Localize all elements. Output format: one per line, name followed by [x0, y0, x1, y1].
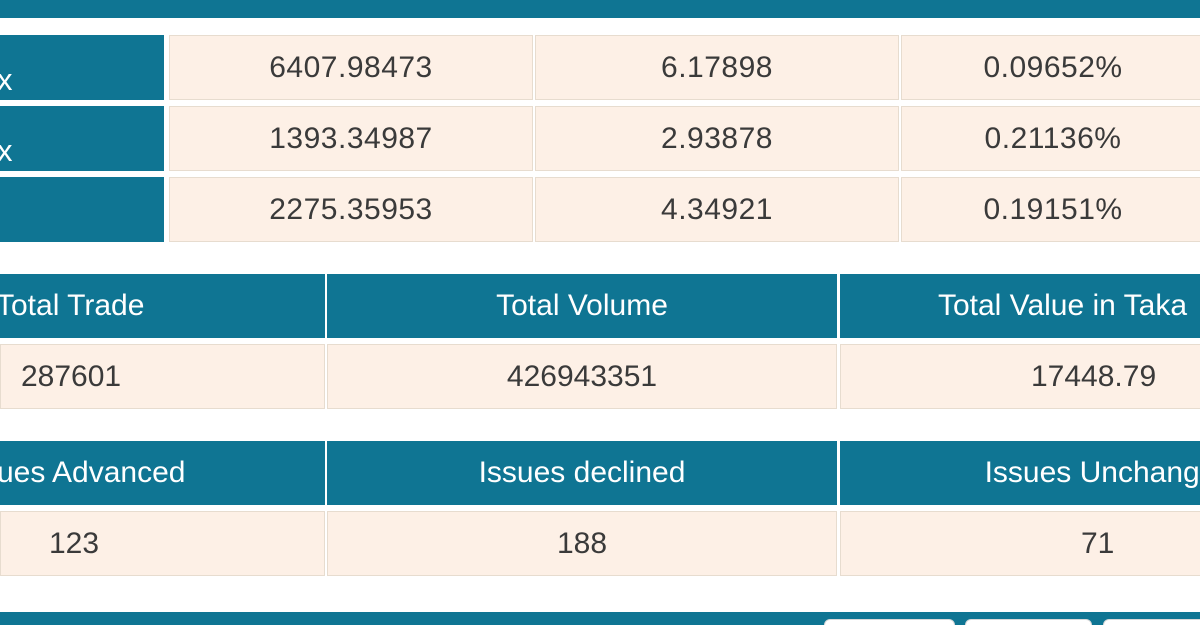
index-row: x 6407.98473 6.17898 0.09652% — [0, 33, 1200, 104]
total-trade-value: 287601 — [0, 344, 325, 409]
top-header-bar — [0, 0, 1200, 18]
total-volume-header: Total Volume — [327, 274, 837, 338]
total-value-value: 17448.79 — [840, 344, 1200, 409]
total-trade-header: Total Trade — [0, 274, 325, 338]
total-value-header: Total Value in Taka — [840, 274, 1200, 338]
index-row: 2275.35953 4.34921 0.19151% — [0, 175, 1200, 246]
issues-declined-value: 188 — [327, 511, 837, 576]
issues-unchanged-value: 71 — [840, 511, 1200, 576]
index-name: x — [0, 133, 13, 168]
header-label: Issues Unchange — [984, 456, 1200, 489]
header-label: Total Trade — [0, 289, 145, 322]
header-label: ues Advanced — [0, 456, 186, 489]
header-label: Issues declined — [478, 456, 686, 489]
index-value-cell: 6407.98473 — [169, 35, 533, 100]
issues-unchanged-header: Issues Unchange — [840, 441, 1200, 505]
index-percent-cell: 0.09652% — [901, 35, 1200, 100]
index-row: x 1393.34987 2.93878 0.21136% — [0, 104, 1200, 175]
index-table: x 6407.98473 6.17898 0.09652% x 1393.349… — [0, 33, 1200, 246]
index-change-cell: 6.17898 — [535, 35, 899, 100]
index-percent-cell: 0.21136% — [901, 106, 1200, 171]
header-label: Total Value in Taka — [937, 289, 1188, 322]
index-value-cell: 2275.35953 — [169, 177, 533, 242]
total-volume-value: 426943351 — [327, 344, 837, 409]
index-percent-cell: 0.19151% — [901, 177, 1200, 242]
index-value-cell: 1393.34987 — [169, 106, 533, 171]
index-name-cell[interactable]: x — [0, 106, 164, 171]
index-name: x — [0, 62, 13, 97]
index-name-cell[interactable]: x — [0, 35, 164, 100]
issues-advanced-value: 123 — [0, 511, 325, 576]
issues-advanced-header: ues Advanced — [0, 441, 325, 505]
header-label: Total Volume — [496, 289, 668, 322]
bottom-button[interactable] — [824, 619, 955, 625]
bottom-button[interactable] — [965, 619, 1092, 625]
index-change-cell: 2.93878 — [535, 106, 899, 171]
index-name-cell[interactable] — [0, 177, 164, 242]
index-change-cell: 4.34921 — [535, 177, 899, 242]
issues-declined-header: Issues declined — [327, 441, 837, 505]
bottom-button[interactable] — [1103, 619, 1200, 625]
